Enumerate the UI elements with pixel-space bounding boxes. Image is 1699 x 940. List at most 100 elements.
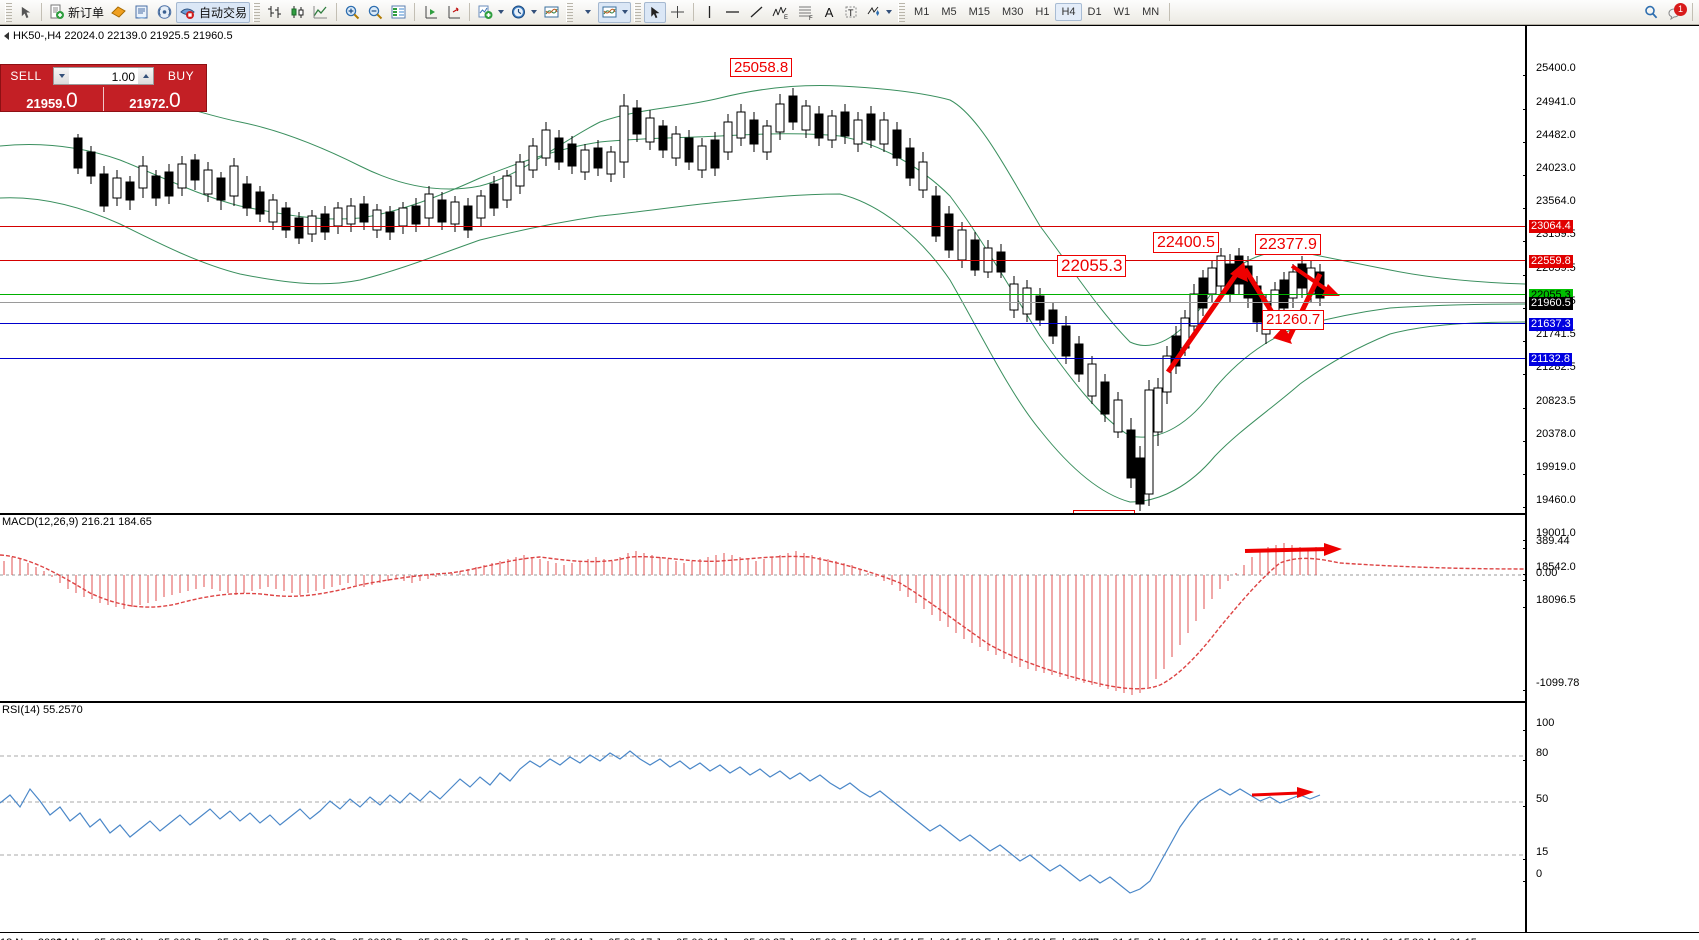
zoom-in-icon[interactable] [341,2,364,23]
new-order-label: 新订单 [68,5,105,20]
timeframe-m15[interactable]: M15 [968,6,990,18]
crosshair-tool[interactable] [666,2,689,23]
collapse-triangle-icon[interactable] [4,32,9,40]
annotation-22055[interactable]: 22055.3 [1057,255,1127,277]
toolbar-grip-2[interactable] [253,2,261,22]
time-label: 16 Dec 05:00 [314,937,379,940]
candlestick-chart-icon[interactable] [286,2,309,23]
chevron-down-icon-2[interactable] [531,10,538,14]
period-clock-icon[interactable] [507,2,540,23]
auto-scroll-icon[interactable] [442,2,465,23]
timeframe-d1[interactable]: D1 [1087,6,1102,18]
text-label-tool[interactable]: T [840,2,862,23]
timeframe-mn[interactable]: MN [1142,6,1160,18]
price-pane[interactable]: 25058.8 22055.3 22400.5 22377.9 21260.7 … [0,26,1525,530]
toolbar-separator-7 [1692,3,1693,21]
rsi-tick: 80 [1522,747,1548,766]
chart-shift-icon[interactable] [419,2,442,23]
volume-value[interactable]: 1.00 [69,68,138,84]
cursor-tool[interactable] [644,1,667,23]
autotrading-button[interactable]: 自动交易 [176,1,251,23]
time-axis[interactable]: 18 Nov 2021 24 Nov 05:00 30 Nov 05:00 6 … [0,932,1699,940]
time-label: 18 Feb 01:15 [969,937,1034,940]
toolbar-grip-4[interactable] [634,2,642,22]
price-axis[interactable]: 25400.0 24941.0 24482.0 24023.0 23564.0 … [1522,26,1699,932]
volume-stepper[interactable]: 1.00 [53,67,154,85]
price-chart-svg [0,85,1525,511]
timeframe-m5[interactable]: M5 [941,6,957,18]
timeframe-h1[interactable]: H1 [1035,6,1050,18]
line-chart-icon[interactable] [309,2,332,23]
svg-text:T: T [848,8,854,18]
time-label: 30 Mar 01:15 [1412,937,1477,940]
time-label: 27 Jan 05:00 [773,937,837,940]
timeframe-h4[interactable]: H4 [1055,3,1082,21]
trendline-tool[interactable] [745,2,768,23]
annotation-22377[interactable]: 22377.9 [1255,234,1321,255]
bollinger-upper-band [0,85,1525,346]
chart-style-icon[interactable] [598,1,632,23]
new-order-button[interactable]: 新订单 [46,2,107,23]
toolbar-grip-5[interactable] [898,2,906,22]
templates-dropdown[interactable] [576,2,598,23]
time-label: 8 Feb 01:15 [841,937,900,940]
price-tick: 19460.0 [1523,494,1576,513]
rsi-pane[interactable]: RSI(14) 55.2570 [0,701,1525,932]
annotation-21260[interactable]: 21260.7 [1262,310,1325,330]
vps-button[interactable] [153,2,176,23]
macd-pane[interactable]: MACD(12,26,9) 216.21 184.65 [0,513,1525,699]
toolbar-grip-3[interactable] [566,2,574,22]
timeframe-w1[interactable]: W1 [1113,6,1131,18]
price-tag-support-1: 21637.3 [1529,318,1573,331]
signals-button[interactable] [107,2,130,23]
timeframe-m30[interactable]: M30 [1002,6,1024,18]
toolbar-grip-1[interactable] [5,2,12,22]
chevron-down-icon-5[interactable] [886,10,893,14]
time-label: 14 Mar 01:15 [1214,937,1279,940]
add-indicator-icon[interactable] [474,2,507,23]
rsi-tick: 100 [1522,717,1554,736]
time-label: 17 Jan 05:00 [640,937,704,940]
notifications-icon[interactable]: 1 [1663,2,1688,23]
horizontal-line-tool[interactable] [720,2,745,23]
price-tick: 24941.0 [1523,96,1576,115]
buy-label[interactable]: BUY [167,69,195,83]
sell-price-button[interactable]: 21959 . 0 [1,87,103,111]
price-tag-last: 21960.5 [1529,297,1573,310]
buy-price-button[interactable]: 21972 . 0 [104,87,206,111]
time-label: 30 Dec 01:15 [446,937,511,940]
chevron-down-icon[interactable] [498,10,505,14]
search-icon[interactable] [1640,2,1663,23]
buy-price-fraction: 0 [169,89,181,113]
fibonacci-tool[interactable]: F [793,2,818,23]
market-button[interactable] [130,2,153,23]
time-label: 11 Jan 05:00 [573,937,636,940]
zoom-out-icon[interactable] [364,2,387,23]
elliott-wave-tool[interactable]: E [768,2,793,23]
price-tag-support-2: 21132.8 [1529,353,1572,366]
macd-indicator-label: MACD(12,26,9) 216.21 184.65 [2,516,152,528]
arrows-tool[interactable] [862,2,895,23]
time-label: 24 Mar 01:15 [1345,937,1410,940]
chevron-down-icon-3[interactable] [585,10,592,14]
data-window-icon[interactable] [387,2,410,23]
macd-tick: 0.00 [1522,567,1557,586]
timeframe-m1[interactable]: M1 [914,6,930,18]
annotation-25058[interactable]: 25058.8 [730,58,793,77]
templates-icon[interactable] [540,2,563,23]
toolbar-separator-2 [336,3,338,21]
vertical-line-tool[interactable] [698,2,720,23]
volume-increase-button[interactable] [138,68,153,84]
rsi-tick: 50 [1522,793,1548,812]
annotation-22400[interactable]: 22400.5 [1153,232,1219,253]
one-click-trading-header: SELL 1.00 BUY [1,65,206,87]
one-click-trading-panel[interactable]: SELL 1.00 BUY 21959 . 0 21972 . [0,64,207,112]
sell-label[interactable]: SELL [10,69,42,83]
time-label: 10 Dec 05:00 [247,937,312,940]
volume-decrease-button[interactable] [54,68,69,84]
bar-chart-icon[interactable] [263,2,286,23]
chevron-down-icon-4[interactable] [622,10,629,14]
cursor-tool-left[interactable] [15,2,37,23]
text-tool[interactable]: A [824,4,834,20]
rsi-tick: 0 [1522,868,1542,887]
